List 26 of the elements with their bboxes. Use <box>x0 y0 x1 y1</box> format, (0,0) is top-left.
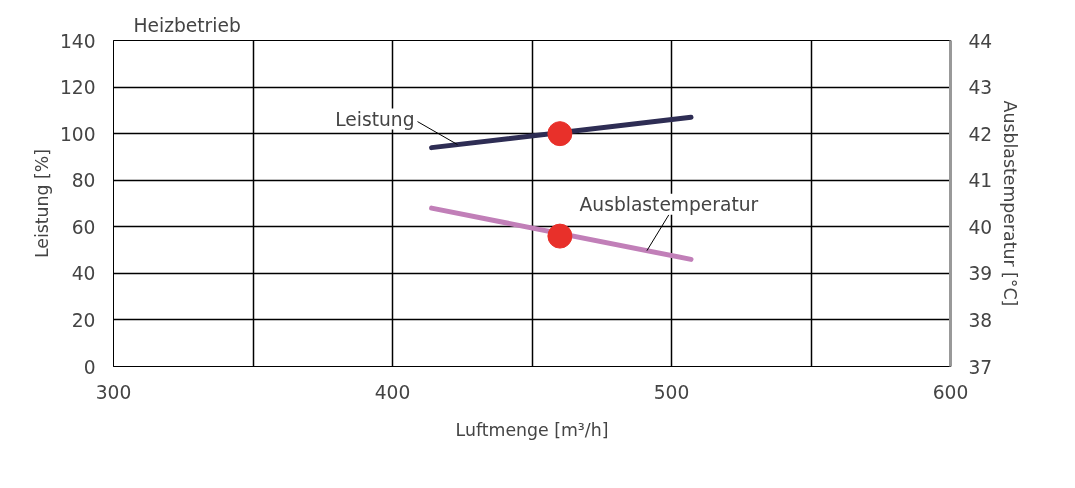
series-label: Ausblastemperatur <box>579 193 759 215</box>
y2-tick-label: 41 <box>968 170 993 192</box>
series-label: Leistung <box>335 108 415 130</box>
y2-tick-label: 43 <box>968 77 993 99</box>
x-tick-label: 400 <box>374 381 411 403</box>
y-axis-title: Leistung [%] <box>31 148 52 259</box>
y2-tick-label: 39 <box>968 263 993 285</box>
y-tick-label: 80 <box>71 170 96 192</box>
y2-axis-title: Ausblastemperatur [°C] <box>1000 100 1021 307</box>
x-tick-label: 300 <box>95 381 132 403</box>
y-tick-label: 140 <box>59 30 96 52</box>
x-tick-label: 500 <box>653 381 690 403</box>
y-tick-label: 40 <box>71 263 96 285</box>
y2-tick-label: 38 <box>968 309 993 331</box>
y-tick-label: 20 <box>71 309 96 331</box>
y2-tick-label: 44 <box>968 30 993 52</box>
y2-tick-label: 40 <box>968 216 993 238</box>
y2-tick-label: 37 <box>968 356 993 378</box>
y-tick-label: 0 <box>83 356 96 378</box>
y-tick-label: 60 <box>71 216 96 238</box>
x-tick-label: 600 <box>932 381 969 403</box>
y-tick-label: 120 <box>59 77 96 99</box>
x-axis-title: Luftmenge [m³/h] <box>455 419 609 440</box>
y-tick-label: 100 <box>59 123 96 145</box>
chart-title: Heizbetrieb <box>133 14 241 36</box>
y2-tick-label: 42 <box>968 123 993 145</box>
